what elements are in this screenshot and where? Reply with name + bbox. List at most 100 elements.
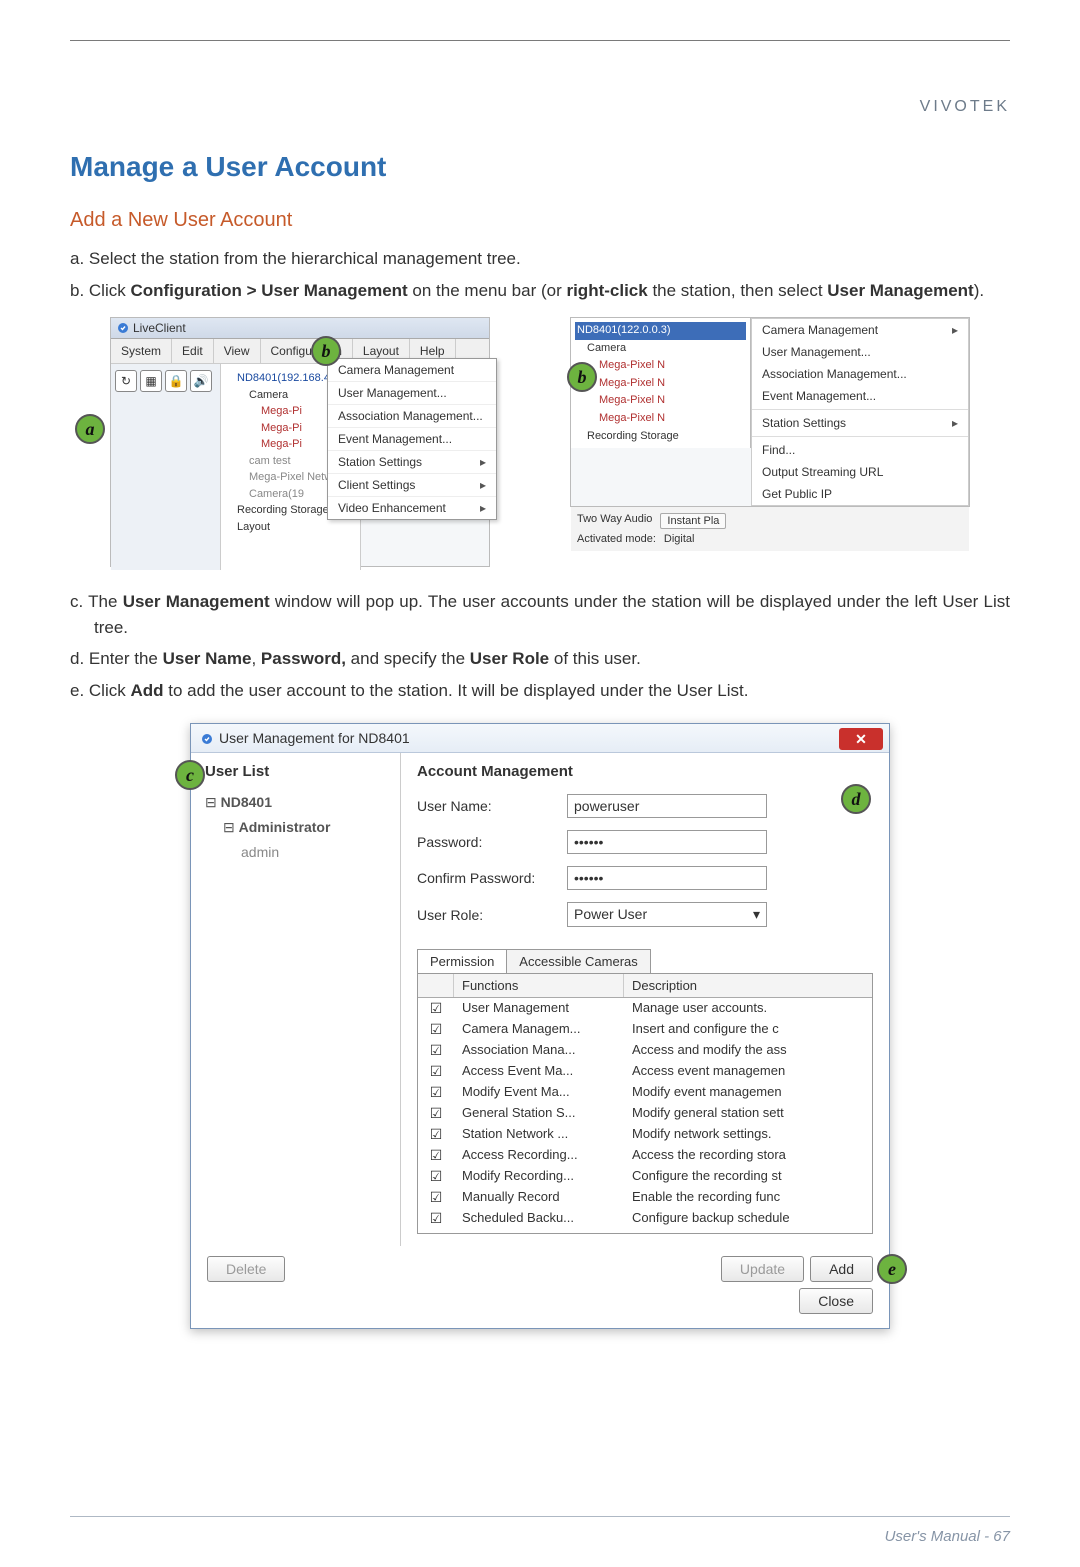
- dropdown-item[interactable]: Station Settings: [328, 451, 496, 474]
- dropdown-item[interactable]: Event Management...: [328, 428, 496, 451]
- permission-desc: Configure backup schedule: [624, 1208, 872, 1229]
- context-menu: Camera Management User Management... Ass…: [751, 318, 969, 506]
- permission-desc: Manage user accounts.: [624, 998, 872, 1019]
- permission-checkbox[interactable]: [430, 1064, 443, 1079]
- permission-row: Manually RecordEnable the recording func: [418, 1187, 872, 1208]
- permission-fn: Access Event Ma...: [454, 1061, 624, 1082]
- permission-row: Camera Managem...Insert and configure th…: [418, 1019, 872, 1040]
- permission-desc: Modify event managemen: [624, 1082, 872, 1103]
- step-c: c. The User Management window will pop u…: [70, 589, 1010, 640]
- callout-d: d: [841, 784, 871, 814]
- permission-fn: Modify Recording...: [454, 1166, 624, 1187]
- app-icon: [117, 322, 129, 334]
- menu-system[interactable]: System: [111, 339, 172, 363]
- permission-checkbox[interactable]: [430, 1043, 443, 1058]
- add-button[interactable]: Add: [810, 1256, 873, 1282]
- ctx-item[interactable]: Camera Management: [752, 319, 968, 341]
- account-mgmt-header: Account Management: [417, 763, 873, 780]
- permission-checkbox[interactable]: [430, 1127, 443, 1142]
- instruction-block-1: a. Select the station from the hierarchi…: [70, 246, 1010, 303]
- dropdown-item[interactable]: Association Management...: [328, 405, 496, 428]
- permission-fn: General Station S...: [454, 1103, 624, 1124]
- permission-checkbox[interactable]: [430, 1211, 443, 1226]
- permission-checkbox[interactable]: [430, 1022, 443, 1037]
- toolbar-refresh-icon[interactable]: ↻: [115, 370, 137, 392]
- permission-row: Modify Recording...Configure the recordi…: [418, 1166, 872, 1187]
- permission-checkbox[interactable]: [430, 1085, 443, 1100]
- permission-checkbox[interactable]: [430, 1001, 443, 1016]
- username-input[interactable]: poweruser: [567, 794, 767, 818]
- password-label: Password:: [417, 834, 567, 850]
- page-title: Manage a User Account: [70, 151, 1010, 183]
- confirm-label: Confirm Password:: [417, 870, 567, 886]
- callout-b2: b: [567, 362, 597, 392]
- role-label: User Role:: [417, 907, 567, 923]
- permission-checkbox[interactable]: [430, 1190, 443, 1205]
- permission-row: Access Event Ma...Access event managemen: [418, 1061, 872, 1082]
- update-button[interactable]: Update: [721, 1256, 804, 1282]
- station-label[interactable]: ND8401(122.0.0.3): [575, 322, 746, 340]
- step-d: d. Enter the User Name, Password, and sp…: [70, 646, 1010, 672]
- ctx-item[interactable]: Association Management...: [752, 363, 968, 385]
- dialog-title-text: User Management for ND8401: [219, 730, 410, 746]
- col-functions: Functions: [454, 974, 624, 997]
- step-e: e. Click Add to add the user account to …: [70, 678, 1010, 704]
- permission-fn: Access Server Se...: [454, 1229, 624, 1234]
- permission-desc: Access event managemen: [624, 1061, 872, 1082]
- screenshot-contextmenu: ND8401(122.0.0.3) Camera Mega-Pixel N Me…: [570, 317, 970, 507]
- permission-checkbox[interactable]: [430, 1106, 443, 1121]
- permission-checkbox[interactable]: [430, 1169, 443, 1184]
- user-list-header: User List: [205, 763, 386, 780]
- permission-desc: Modify general station sett: [624, 1103, 872, 1124]
- menu-edit[interactable]: Edit: [172, 339, 214, 363]
- permission-fn: Modify Event Ma...: [454, 1082, 624, 1103]
- ctx-item[interactable]: User Management...: [752, 341, 968, 363]
- permission-row: Access Recording...Access the recording …: [418, 1145, 872, 1166]
- permission-fn: Station Network ...: [454, 1124, 624, 1145]
- delete-button[interactable]: Delete: [207, 1256, 285, 1282]
- ctx-item[interactable]: Event Management...: [752, 385, 968, 407]
- col-description: Description: [624, 974, 872, 997]
- close-icon[interactable]: ✕: [839, 728, 883, 750]
- permission-desc: Insert and configure the c: [624, 1019, 872, 1040]
- brand-label: VIVOTEK: [920, 98, 1010, 116]
- menu-view[interactable]: View: [214, 339, 261, 363]
- permission-fn: Access Recording...: [454, 1145, 624, 1166]
- password-input[interactable]: ••••••: [567, 830, 767, 854]
- user-list-tree: ⊟ ND8401 ⊟ Administrator admin: [205, 790, 386, 866]
- toolbar-lock-icon[interactable]: 🔒: [165, 370, 187, 392]
- permission-row: Station Network ...Modify network settin…: [418, 1124, 872, 1145]
- permission-fn: User Management: [454, 998, 624, 1019]
- permission-fn: Association Mana...: [454, 1040, 624, 1061]
- ctx-item[interactable]: Get Public IP: [752, 483, 968, 505]
- toolbar-sound-icon[interactable]: 🔊: [190, 370, 212, 392]
- chevron-down-icon: ▾: [753, 906, 760, 923]
- ctx-item[interactable]: Station Settings: [752, 412, 968, 434]
- step-a: a. Select the station from the hierarchi…: [70, 246, 1010, 272]
- permission-checkbox[interactable]: [430, 1148, 443, 1163]
- dropdown-item[interactable]: Video Enhancement: [328, 497, 496, 519]
- tab-permission[interactable]: Permission: [417, 949, 507, 973]
- instruction-block-2: c. The User Management window will pop u…: [70, 589, 1010, 703]
- ctx-item[interactable]: Output Streaming URL: [752, 461, 968, 483]
- permission-checkbox[interactable]: [430, 1232, 443, 1234]
- username-label: User Name:: [417, 798, 567, 814]
- instant-play-button[interactable]: Instant Pla: [660, 513, 726, 529]
- toolbar-grid-icon[interactable]: ▦: [140, 370, 162, 392]
- ctx-item[interactable]: Find...: [752, 439, 968, 461]
- dropdown-item[interactable]: User Management...: [328, 382, 496, 405]
- dropdown-item[interactable]: Camera Management: [328, 359, 496, 382]
- permission-table: Functions Description User ManagementMan…: [417, 974, 873, 1234]
- confirm-input[interactable]: ••••••: [567, 866, 767, 890]
- permission-desc: Access and modify the ass: [624, 1040, 872, 1061]
- callout-e: e: [877, 1254, 907, 1284]
- tab-accessible-cameras[interactable]: Accessible Cameras: [506, 949, 651, 973]
- role-select[interactable]: Power User▾: [567, 902, 767, 927]
- permission-row: General Station S...Modify general stati…: [418, 1103, 872, 1124]
- configuration-dropdown: Camera Management User Management... Ass…: [327, 358, 497, 520]
- step-b: b. Click Configuration > User Management…: [70, 278, 1010, 304]
- close-button[interactable]: Close: [799, 1288, 873, 1314]
- callout-c: c: [175, 760, 205, 790]
- page-number: User's Manual - 67: [885, 1528, 1010, 1545]
- dropdown-item[interactable]: Client Settings: [328, 474, 496, 497]
